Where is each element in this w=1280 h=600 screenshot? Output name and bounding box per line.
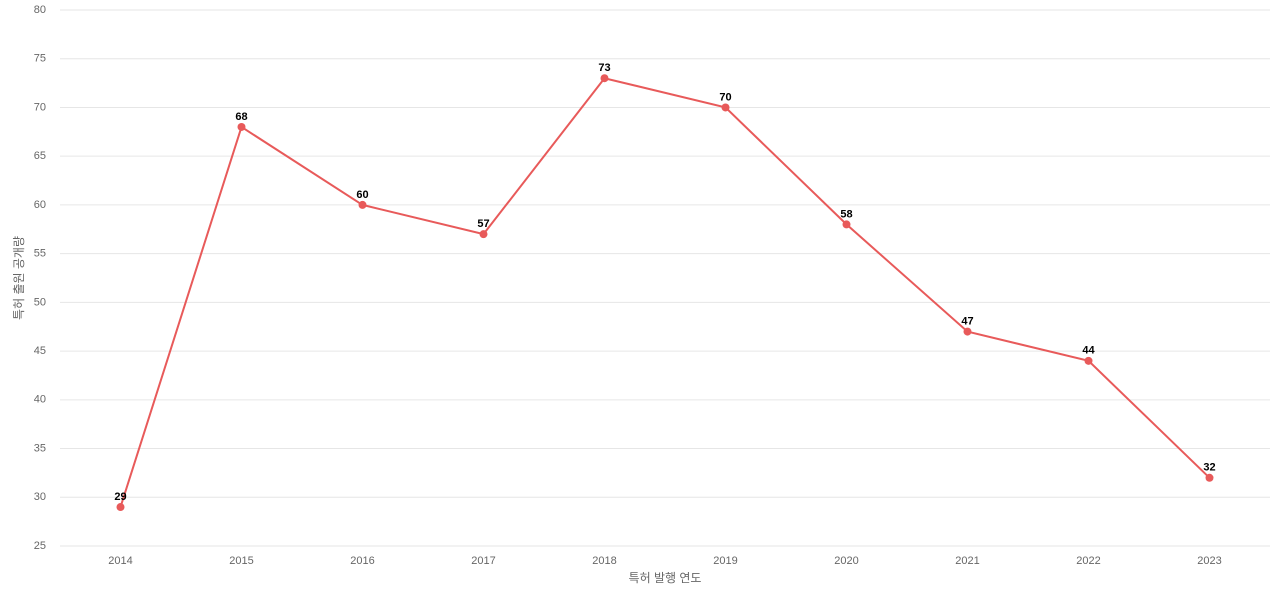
y-tick-label: 35 [34, 442, 46, 454]
data-label: 68 [235, 111, 247, 123]
y-tick-label: 65 [34, 150, 46, 162]
data-label: 58 [840, 208, 852, 220]
y-axis-title: 특허 출원 공개량 [12, 236, 26, 320]
point [842, 220, 851, 229]
y-tick-label: 50 [34, 296, 46, 308]
point [721, 103, 730, 112]
point [600, 74, 609, 83]
y-tick-label: 45 [34, 345, 46, 357]
x-tick-label: 2015 [229, 555, 253, 567]
data-label: 70 [719, 91, 731, 103]
point [1084, 356, 1093, 365]
x-tick-label: 2019 [713, 555, 737, 567]
y-tick-label: 75 [34, 53, 46, 65]
y-tick-label: 40 [34, 394, 46, 406]
data-label: 60 [356, 189, 368, 201]
x-tick-label: 2014 [108, 555, 132, 567]
y-tick-label: 25 [34, 540, 46, 552]
x-tick-label: 2023 [1197, 555, 1221, 567]
y-tick-label: 55 [34, 248, 46, 260]
y-tick-label: 60 [34, 199, 46, 211]
data-label: 57 [477, 218, 489, 230]
point [479, 230, 488, 239]
point [237, 122, 246, 131]
line [119, 77, 1211, 508]
x-tick-label: 2020 [834, 555, 858, 567]
point [358, 200, 367, 209]
point [116, 503, 125, 512]
data-label: 73 [598, 62, 610, 74]
x-tick-label: 2017 [471, 555, 495, 567]
x-tick-label: 2021 [955, 555, 979, 567]
y-tick-label: 70 [34, 101, 46, 113]
point [963, 327, 972, 336]
y-tick-label: 80 [34, 4, 46, 16]
point [1205, 473, 1214, 482]
x-axis-title: 특허 발행 연도 [629, 570, 702, 585]
x-tick-label: 2022 [1076, 555, 1100, 567]
data-label: 29 [114, 491, 126, 503]
x-tick-label: 2018 [592, 555, 616, 567]
data-label: 47 [961, 316, 973, 328]
x-tick-label: 2016 [350, 555, 374, 567]
y-tick-label: 30 [34, 491, 46, 503]
data-label: 32 [1203, 462, 1215, 474]
data-label: 44 [1082, 345, 1095, 357]
